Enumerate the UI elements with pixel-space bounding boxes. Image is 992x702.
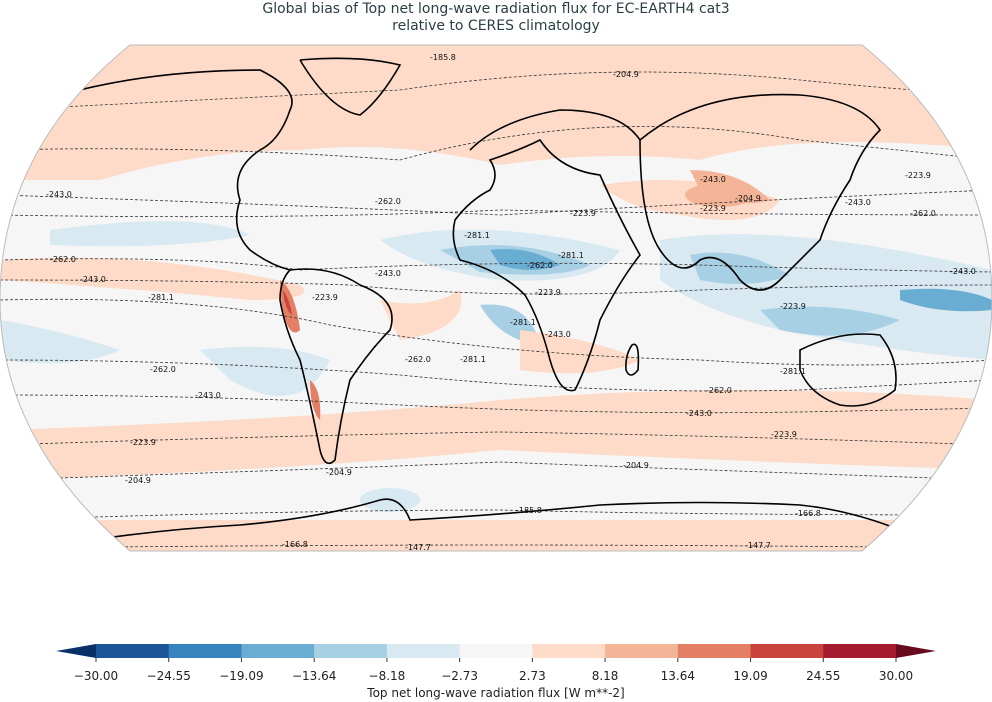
svg-text:-147.7: -147.7: [745, 541, 771, 550]
svg-text:-243.0: -243.0: [950, 267, 976, 276]
svg-text:-166.8: -166.8: [795, 509, 821, 518]
svg-text:-281.1: -281.1: [510, 318, 536, 327]
svg-text:-204.9: -204.9: [613, 70, 639, 79]
map-boundary: [0, 44, 992, 552]
svg-text:-243.0: -243.0: [700, 175, 726, 184]
svg-text:-243.0: -243.0: [375, 269, 401, 278]
svg-text:-243.0: -243.0: [845, 198, 871, 207]
colorbar-tick-label: 8.18: [592, 669, 619, 683]
colorbar-segments: [96, 644, 897, 658]
svg-text:-223.9: -223.9: [771, 430, 797, 439]
svg-text:-223.9: -223.9: [312, 293, 338, 302]
svg-text:-281.1: -281.1: [148, 293, 174, 302]
colorbar-segment: [96, 644, 170, 658]
svg-text:-243.0: -243.0: [195, 391, 221, 400]
svg-text:-243.0: -243.0: [545, 330, 571, 339]
svg-text:-262.0: -262.0: [405, 355, 431, 364]
svg-text:-185.8: -185.8: [430, 53, 456, 62]
world-map-plot: -243.0 -262.0 -243.0 -281.1 -262.0 -243.…: [0, 44, 992, 552]
svg-text:-204.9: -204.9: [735, 194, 761, 203]
colorbar-tick-label: 13.64: [661, 669, 695, 683]
svg-text:-223.9: -223.9: [780, 302, 806, 311]
colorbar-tick-label: 30.00: [879, 669, 913, 683]
colorbar-over-arrow: [896, 644, 936, 658]
svg-text:-281.1: -281.1: [464, 231, 490, 240]
svg-text:-223.9: -223.9: [130, 438, 156, 447]
svg-text:-281.1: -281.1: [460, 355, 486, 364]
colorbar-tick-label: −19.09: [219, 669, 263, 683]
colorbar-tick-label: 19.09: [733, 669, 767, 683]
svg-text:-243.0: -243.0: [80, 275, 106, 284]
svg-text:-281.1: -281.1: [780, 367, 806, 376]
svg-text:-262.0: -262.0: [50, 255, 76, 264]
chart-title-line1: Global bias of Top net long-wave radiati…: [262, 1, 730, 17]
coastlines: [59, 57, 901, 546]
colorbar-tick-label: −2.73: [441, 669, 478, 683]
colorbar-segment: [823, 644, 897, 658]
contour-labels: -243.0 -262.0 -243.0 -281.1 -262.0 -243.…: [46, 53, 976, 552]
svg-text:-166.8: -166.8: [282, 540, 308, 549]
colorbar-segment: [386, 644, 461, 658]
svg-text:-147.7: -147.7: [405, 543, 431, 552]
svg-text:-204.9: -204.9: [125, 476, 151, 485]
svg-text:-262.0: -262.0: [375, 197, 401, 206]
colorbar-segment: [168, 644, 242, 658]
svg-text:-223.9: -223.9: [700, 204, 726, 213]
colorbar-tick-label: 24.55: [806, 669, 840, 683]
colorbar-segment: [241, 644, 315, 658]
svg-text:-262.0: -262.0: [527, 261, 553, 270]
colorbar-tick-label: −8.18: [369, 669, 406, 683]
chart-title-line2: relative to CERES climatology: [392, 18, 600, 34]
colorbar-segment: [459, 644, 533, 658]
colorbar: −30.00 −24.55 −19.09 −13.64 −8.18 −2.73 2.73 8.…: [56, 644, 936, 700]
svg-text:-204.9: -204.9: [326, 468, 352, 477]
colorbar-segment: [750, 644, 824, 658]
colorbar-segment: [314, 644, 388, 658]
bias-field: [0, 45, 992, 551]
svg-text:-281.1: -281.1: [558, 251, 584, 260]
contour-lines: [0, 71, 992, 549]
colorbar-label: Top net long-wave radiation flux [W m**-…: [366, 686, 624, 700]
colorbar-segment: [532, 644, 606, 658]
colorbar-tick-label: −30.00: [74, 669, 118, 683]
svg-text:-204.9: -204.9: [623, 461, 649, 470]
svg-text:-262.0: -262.0: [150, 365, 176, 374]
svg-text:-223.9: -223.9: [905, 171, 931, 180]
svg-text:-262.0: -262.0: [706, 386, 732, 395]
colorbar-tick-label: −13.64: [292, 669, 336, 683]
svg-text:-243.0: -243.0: [46, 190, 72, 199]
colorbar-under-arrow: [56, 644, 96, 658]
colorbar-tick-label: −24.55: [147, 669, 191, 683]
svg-text:-262.0: -262.0: [910, 209, 936, 218]
colorbar-ticks: −30.00 −24.55 −19.09 −13.64 −8.18 −2.73 2.73 8.…: [74, 658, 913, 683]
svg-text:-243.0: -243.0: [686, 409, 712, 418]
colorbar-segment: [677, 644, 752, 658]
svg-text:-223.9: -223.9: [535, 288, 561, 297]
svg-text:-223.9: -223.9: [570, 209, 596, 218]
colorbar-segment: [605, 644, 679, 658]
svg-text:-185.8: -185.8: [516, 506, 542, 515]
colorbar-tick-label: 2.73: [519, 669, 546, 683]
